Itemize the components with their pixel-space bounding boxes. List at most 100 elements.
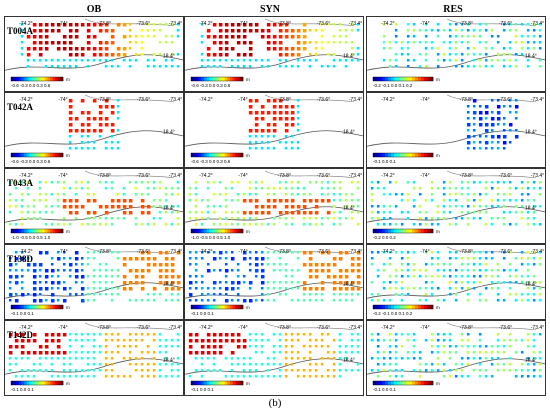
data-point — [515, 59, 518, 62]
data-point — [81, 281, 84, 284]
data-point — [39, 299, 43, 303]
data-point — [443, 193, 446, 196]
data-point — [177, 23, 180, 26]
data-point — [407, 23, 410, 26]
colorbar-border — [190, 380, 244, 386]
colorbar-segment — [418, 381, 422, 385]
data-point — [455, 53, 458, 56]
data-point — [249, 111, 253, 115]
data-point — [165, 223, 168, 226]
data-point — [279, 263, 282, 266]
colorbar: -0.6 -0.3 0.0 0.3 0.6m — [10, 152, 70, 164]
data-point — [443, 345, 446, 348]
data-point — [533, 257, 536, 260]
data-point — [279, 351, 282, 354]
data-point — [401, 357, 404, 360]
colorbar-segment — [29, 153, 33, 157]
colorbar-segment — [421, 229, 425, 233]
data-point — [99, 129, 103, 133]
data-point — [291, 35, 295, 39]
colorbar-segment — [29, 381, 33, 385]
colorbar-segment — [31, 305, 35, 309]
data-point — [267, 111, 271, 115]
data-point — [45, 205, 48, 208]
data-point — [255, 251, 258, 254]
data-point — [27, 181, 30, 184]
data-point — [339, 199, 342, 202]
data-point — [9, 199, 12, 202]
colorbar-segment — [217, 77, 220, 81]
data-point — [333, 369, 336, 372]
data-point — [63, 281, 66, 284]
data-point — [291, 223, 294, 226]
data-point — [111, 129, 115, 133]
map-panel-t042a-res: -74.2° -74° -73.8° -73.6° -73.4° 18.4° -0.1 0.… — [366, 92, 546, 168]
data-point — [9, 333, 13, 337]
data-point — [93, 369, 96, 372]
data-point — [285, 147, 288, 150]
colorbar-segment — [382, 229, 386, 233]
data-point — [377, 181, 380, 184]
data-point — [539, 59, 542, 62]
data-point — [87, 351, 90, 354]
lon-tick-label: -74.2° — [199, 21, 212, 27]
data-point — [87, 123, 91, 127]
colorbar-border — [10, 304, 64, 310]
lon-tick-label: -73.6° — [137, 21, 150, 27]
data-point — [285, 251, 288, 254]
data-point — [105, 41, 109, 45]
data-point — [309, 287, 313, 291]
data-point — [395, 23, 398, 26]
data-point — [219, 217, 222, 220]
data-point — [377, 187, 380, 190]
data-point — [147, 299, 150, 302]
data-point — [503, 147, 506, 150]
data-point — [195, 269, 198, 272]
data-point — [99, 29, 103, 33]
data-point — [153, 29, 156, 32]
colorbar-unit: m — [246, 305, 250, 310]
data-point — [39, 41, 43, 45]
data-point — [21, 339, 25, 343]
data-point — [231, 65, 234, 68]
colorbar-segment — [240, 153, 244, 157]
data-point — [297, 369, 300, 372]
colorbar-segment — [232, 381, 236, 385]
data-point — [533, 187, 536, 190]
data-point — [539, 263, 542, 266]
data-point — [497, 339, 500, 342]
data-point — [527, 287, 530, 290]
data-point — [443, 369, 446, 372]
data-point — [449, 369, 452, 372]
data-point — [135, 357, 138, 360]
data-point — [207, 217, 210, 220]
lat-tick-label: 18.4° — [343, 130, 355, 136]
data-point — [93, 129, 97, 133]
data-point — [461, 65, 464, 68]
data-point — [9, 211, 12, 214]
data-point — [255, 263, 259, 267]
data-point — [45, 275, 49, 279]
data-point — [431, 223, 434, 226]
lon-tick-label: -74.2° — [19, 97, 32, 103]
data-point — [141, 275, 145, 279]
data-point — [231, 29, 235, 33]
data-point — [249, 369, 252, 372]
data-point — [9, 345, 13, 349]
data-point — [225, 23, 229, 27]
data-point — [437, 251, 440, 254]
data-point — [297, 41, 301, 45]
data-point — [69, 375, 72, 378]
data-point — [515, 205, 518, 208]
colorbar: -0.1 0.0 0.1m — [190, 380, 250, 392]
colorbar-segment — [391, 381, 395, 385]
data-point — [273, 269, 276, 272]
data-point — [389, 205, 392, 208]
data-point — [279, 53, 283, 57]
colorbar-unit: m — [66, 229, 70, 234]
data-point — [279, 99, 283, 103]
data-point — [111, 35, 115, 39]
data-point — [357, 251, 361, 255]
data-point — [309, 263, 313, 267]
data-point — [413, 187, 416, 190]
